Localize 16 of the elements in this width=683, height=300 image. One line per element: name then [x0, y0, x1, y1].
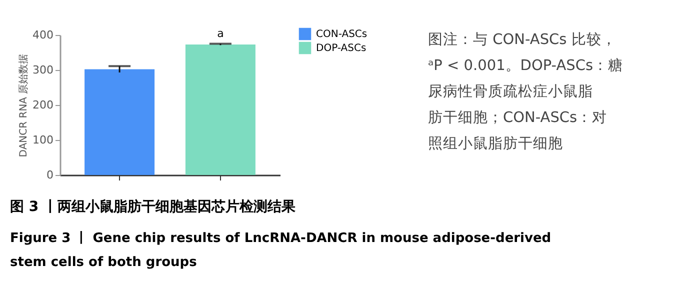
- y-axis-title: DANCR RNA 原始数据: [18, 54, 30, 158]
- text: 图注：与 CON-ASCs 比较，: [428, 31, 616, 48]
- y-tick-label: 200: [32, 98, 54, 112]
- legend-label: CON-ASCs: [316, 29, 368, 40]
- text: 尿病性骨质疏松症小鼠脂: [428, 83, 593, 100]
- text: ᵃP < 0.001。DOP-ASCs：糖: [428, 57, 624, 74]
- text: 肪干细胞；CON-ASCs：对: [428, 109, 608, 126]
- y-tick-label: 100: [32, 134, 54, 146]
- text: 照组小鼠脂肪干细胞: [428, 135, 563, 152]
- y-tick-label: 0: [46, 168, 54, 182]
- y-tick-label: 400: [32, 28, 54, 42]
- text: 图 3 丨两组小鼠脂肪干细胞基因芯片检测结果: [10, 198, 296, 215]
- y-tick-label: 300: [32, 64, 54, 76]
- text: Figure 3 丨 Gene chip results of LncRNA-DANCR in mouse adipose-derived stem cells of both groups: [10, 231, 552, 270]
- annotation: a: [217, 27, 224, 40]
- legend-label: DOP-ASCs: [316, 43, 366, 54]
